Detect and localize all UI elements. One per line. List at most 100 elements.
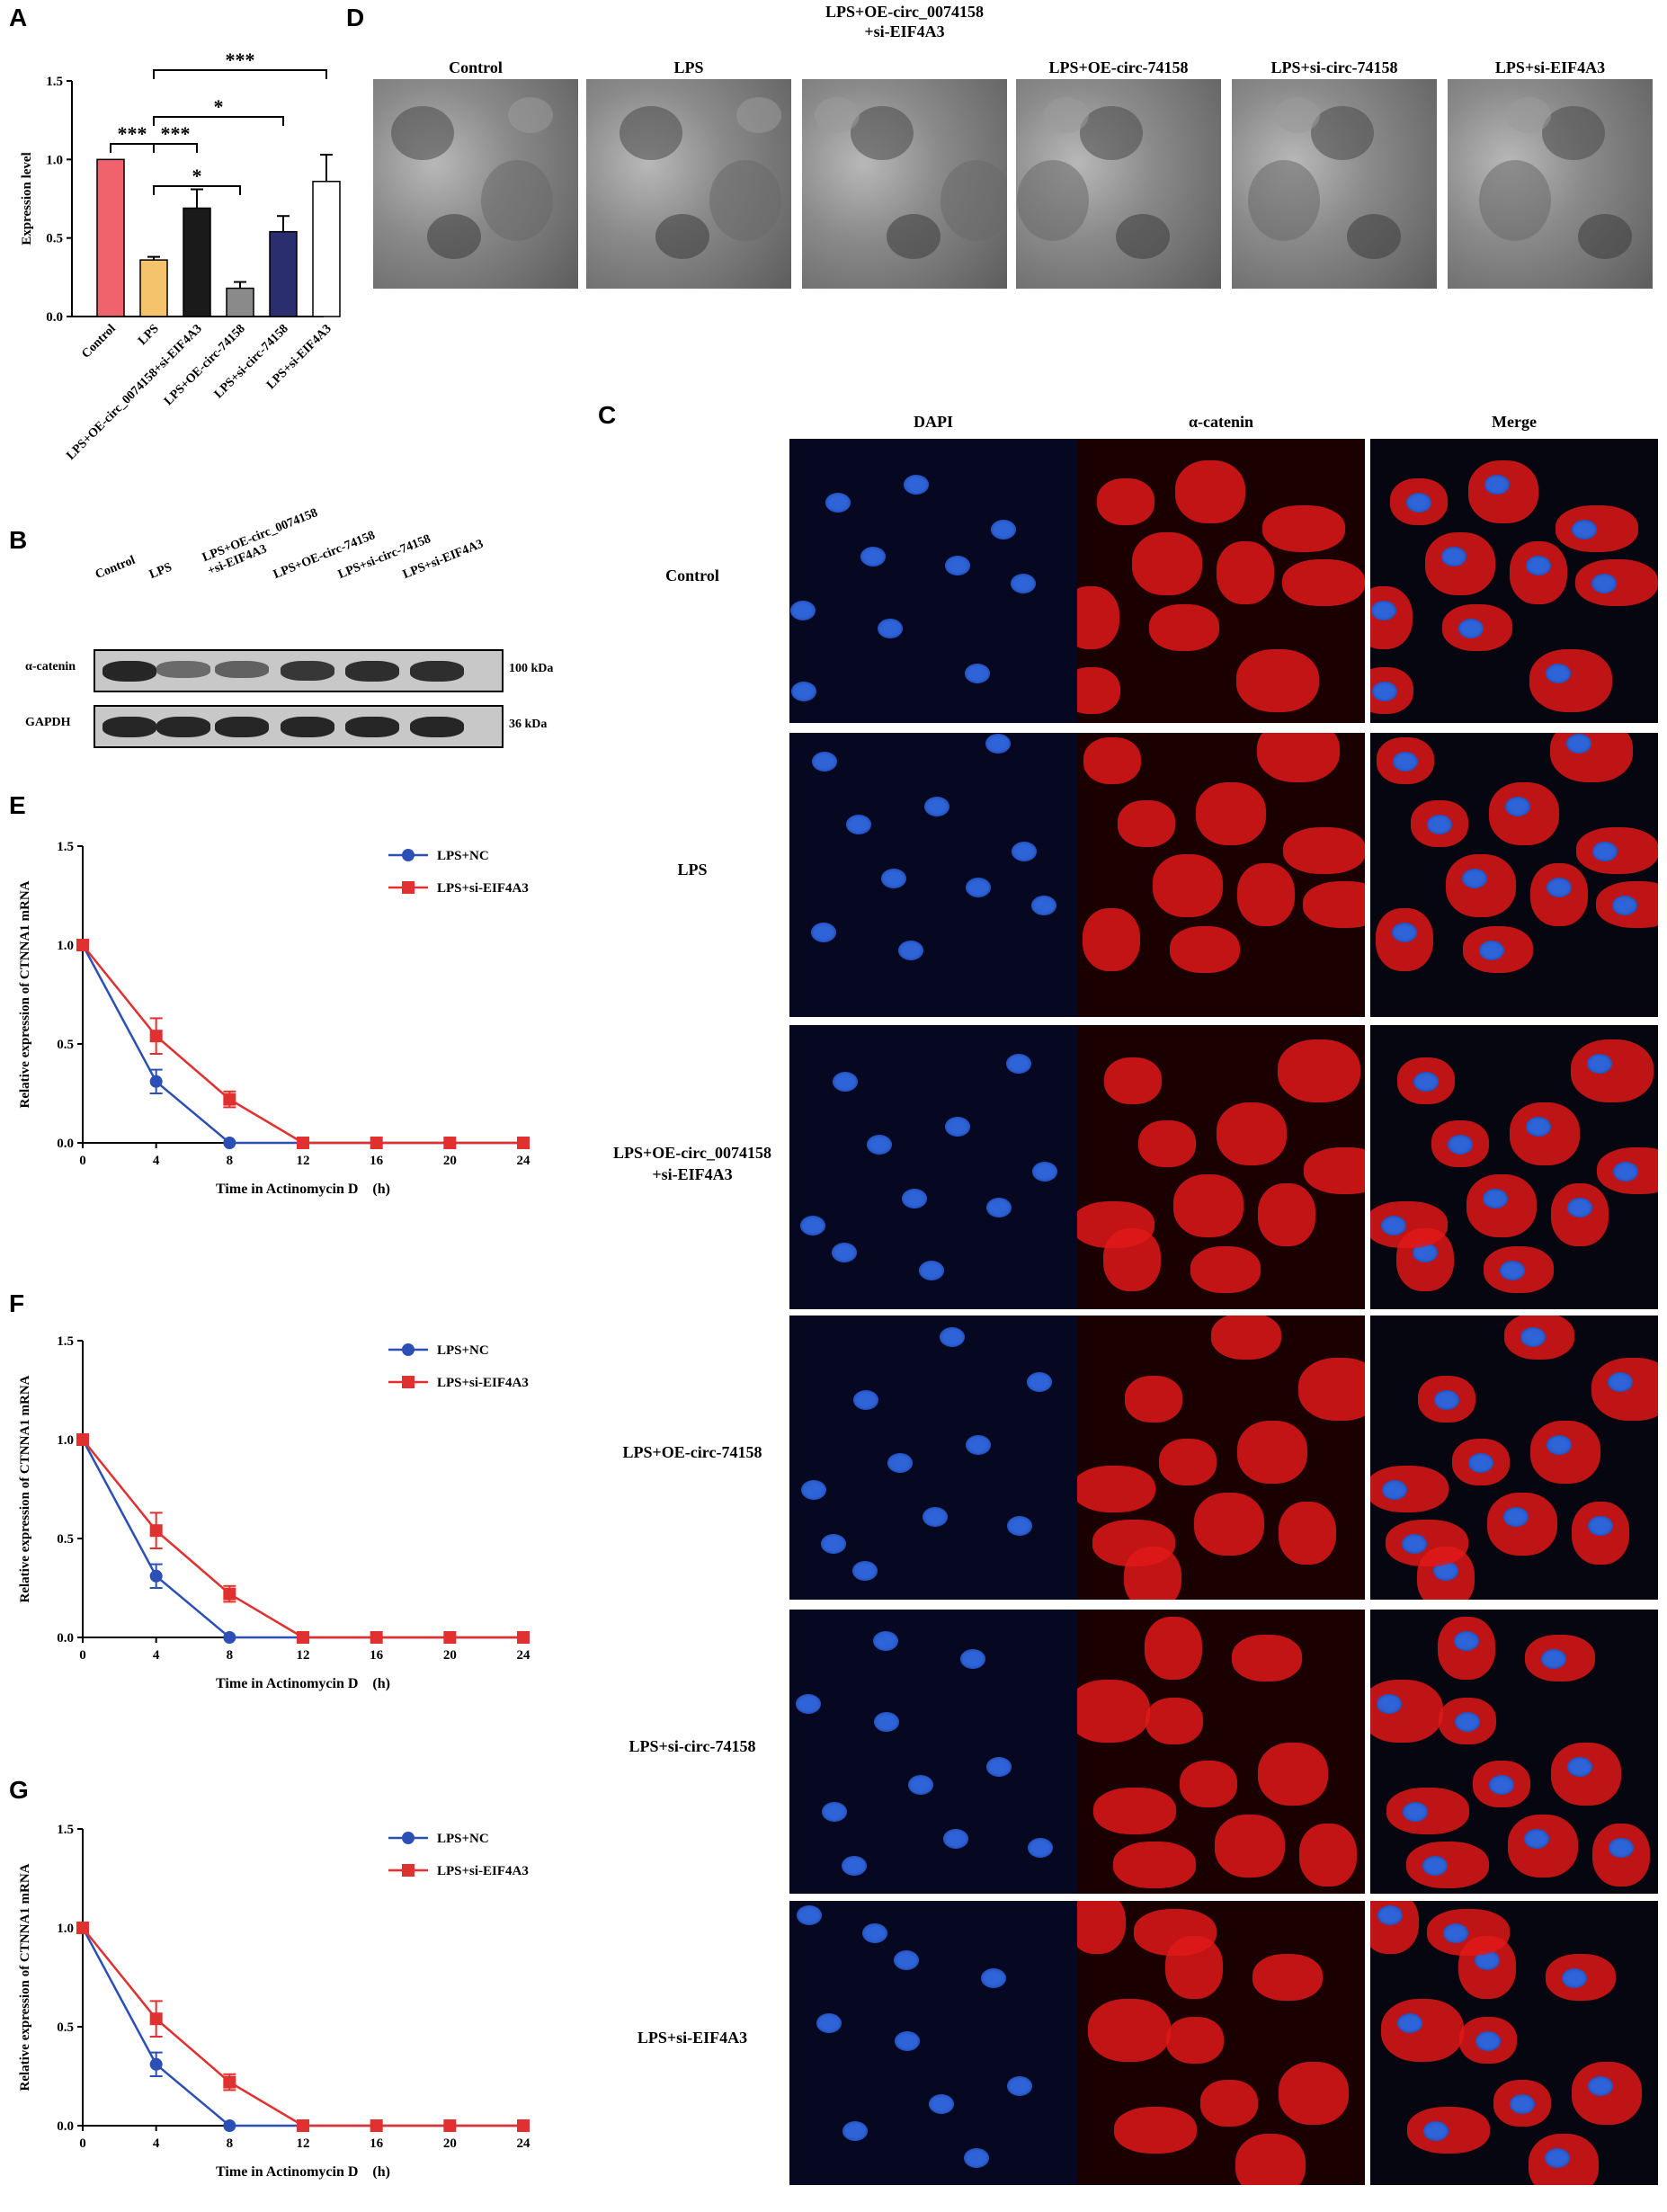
tem-micrograph <box>586 79 791 289</box>
nucleus <box>852 1561 878 1581</box>
data-point <box>370 1631 383 1644</box>
cell-body <box>1215 1815 1285 1878</box>
nucleus <box>960 1649 985 1669</box>
tem-micrograph <box>1016 79 1221 289</box>
tem-structure <box>736 97 781 133</box>
nucleus <box>895 2031 920 2051</box>
wb-band <box>410 717 464 738</box>
wb-band <box>281 661 334 682</box>
x-tick-label: 24 <box>517 2136 531 2151</box>
data-point <box>443 1631 457 1644</box>
cell-body <box>1529 649 1612 712</box>
data-point <box>223 1093 236 1106</box>
panel-letter-a: A <box>9 4 28 31</box>
cell-body <box>1097 478 1154 525</box>
tem-structure <box>1347 214 1401 259</box>
nucleus <box>878 619 903 638</box>
nucleus <box>846 815 871 834</box>
data-point <box>149 1075 163 1088</box>
nucleus <box>822 1802 847 1822</box>
cell-body <box>1092 1520 1175 1566</box>
y-tick-label: 1.5 <box>46 75 63 89</box>
nucleus <box>825 493 851 513</box>
nucleus <box>1526 556 1551 575</box>
data-point <box>443 1137 457 1149</box>
series-line <box>82 944 523 1145</box>
wb-band <box>345 717 399 738</box>
category-label: Control <box>79 322 119 361</box>
nucleus <box>1413 1243 1438 1262</box>
if-column-header: Merge <box>1492 413 1537 431</box>
y-tick-label: 0.5 <box>46 232 63 246</box>
nucleus <box>1462 869 1487 888</box>
series-line <box>82 1927 523 2127</box>
legend-label: LPS+si-EIF4A3 <box>437 1864 529 1878</box>
line-chart-g: 0.0 0.5 1.0 1.5 0 4 8 12 16 20 24 Time in Actinomyc… <box>18 1823 531 2180</box>
data-point <box>370 2119 383 2132</box>
cell-body <box>1175 460 1245 523</box>
nucleus <box>964 2148 989 2168</box>
panel-letter-e: E <box>9 791 26 819</box>
nucleus <box>1526 1117 1551 1137</box>
nucleus <box>1454 1631 1479 1651</box>
cell-body <box>1257 733 1340 782</box>
nucleus <box>1032 1162 1057 1182</box>
cell-body <box>1125 1376 1182 1423</box>
merge-image <box>1370 733 1658 1017</box>
nucleus <box>986 1757 1012 1777</box>
data-point <box>149 1569 163 1583</box>
cell-body <box>1232 1635 1302 1681</box>
nucleus <box>1455 1712 1480 1732</box>
legend-marker <box>402 881 415 894</box>
wb-lane-label: Control <box>94 553 138 583</box>
catenin-image <box>1077 733 1365 1017</box>
nucleus <box>923 1507 948 1527</box>
bar <box>269 230 298 317</box>
nucleus <box>991 520 1016 540</box>
wb-band <box>156 717 210 738</box>
nucleus <box>1011 574 1036 593</box>
nucleus <box>833 1072 858 1092</box>
x-tick-label: 20 <box>443 1648 457 1663</box>
nucleus <box>981 1968 1006 1988</box>
x-tick-label: 0 <box>79 2136 86 2151</box>
series-line <box>82 1439 523 1639</box>
line-chart-e: 0.0 0.5 1.0 1.5 0 4 8 12 16 20 24 Time in Actinomyc… <box>18 840 530 1197</box>
wb-band <box>156 661 210 678</box>
tem-structure <box>1044 97 1089 133</box>
dapi-image <box>789 1901 1077 2185</box>
nucleus <box>1545 2148 1570 2168</box>
nucleus <box>860 547 886 566</box>
if-row-label: LPS+si-circ-74158 <box>628 1737 756 1755</box>
x-tick-label: 12 <box>297 2136 310 2151</box>
nucleus <box>1572 520 1597 540</box>
tem-structure <box>851 106 914 160</box>
dapi-image <box>789 1316 1077 1600</box>
y-tick-label: 1.0 <box>57 939 74 953</box>
tem-structure <box>427 214 481 259</box>
cell-body <box>1252 1954 1323 2001</box>
cell-body <box>1550 733 1633 782</box>
merge-image <box>1370 1316 1658 1600</box>
x-axis-title: Time in Actinomycin D (h) <box>216 1182 390 1197</box>
significance-bracket <box>153 69 327 79</box>
legend-marker <box>402 1864 415 1877</box>
cell-body <box>1138 1120 1196 1167</box>
cell-body <box>1196 782 1266 845</box>
y-tick-label: 0.0 <box>46 310 63 325</box>
tem-structure <box>1311 106 1374 160</box>
nucleus <box>1006 1054 1031 1074</box>
data-point <box>517 1137 530 1149</box>
cell-body <box>1236 649 1319 712</box>
tem-micrograph <box>1232 79 1437 289</box>
significance-bracket <box>110 143 155 153</box>
x-tick-label: 0 <box>79 1154 86 1168</box>
cell-body <box>1278 1039 1360 1102</box>
nucleus <box>873 1631 898 1651</box>
category-label: LPS+si-circ-74158 <box>212 322 291 401</box>
nucleus <box>1547 878 1572 897</box>
data-point <box>370 1137 383 1149</box>
nucleus <box>1500 1261 1525 1280</box>
legend-label: LPS+NC <box>437 849 489 863</box>
y-tick-label: 1.5 <box>57 840 74 854</box>
